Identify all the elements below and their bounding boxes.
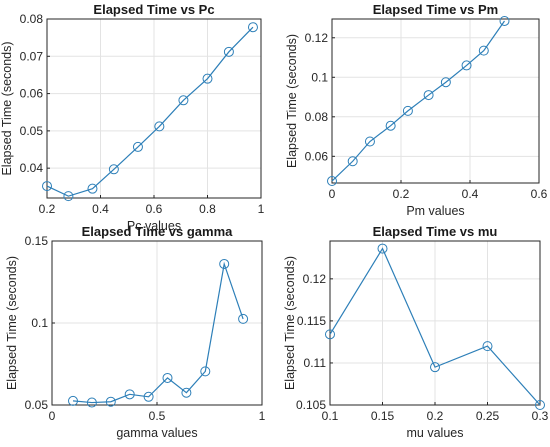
y-tick-label: 0.07 [20, 49, 44, 63]
data-point [200, 366, 211, 377]
series-line [46, 26, 254, 197]
x-tick-label: 0.4 [462, 187, 479, 201]
y-tick-label: 0.05 [25, 398, 49, 412]
y-tick-label: 0.06 [20, 87, 44, 101]
data-point [482, 341, 493, 352]
x-tick-label: 1 [258, 202, 265, 216]
chart-title: Elapsed Time vs mu [373, 224, 498, 239]
data-point [143, 391, 154, 402]
data-point [247, 22, 258, 33]
data-point [402, 105, 413, 116]
data-point [124, 389, 135, 400]
x-axis-label: mu values [407, 426, 464, 440]
y-tick-label: 0.1 [311, 70, 328, 84]
data-point [327, 176, 337, 187]
chart-title: Elapsed Time vs Pc [93, 2, 214, 17]
x-tick-label: 0.8 [199, 202, 216, 216]
x-axis-label: gamma values [116, 426, 197, 440]
x-axis-label: Pm values [406, 204, 464, 218]
x-tick-label: 0.5 [149, 409, 166, 423]
data-point [325, 329, 335, 340]
plot-area [332, 19, 539, 183]
y-axis-label: Elapsed Time (seconds) [285, 34, 299, 168]
data-point [423, 90, 434, 101]
x-tick-label: 0.6 [531, 187, 548, 201]
y-axis-label: Elapsed Time (seconds) [0, 41, 14, 175]
x-tick-label: 0.1 [322, 409, 339, 423]
data-point [430, 362, 440, 373]
data-point [364, 136, 375, 147]
x-axis-label: Pc values [127, 219, 181, 233]
data-point [132, 141, 143, 152]
x-tick-label: 0 [329, 187, 336, 201]
y-tick-label: 0.08 [305, 110, 329, 124]
chart-title: Elapsed Time vs Pm [373, 2, 499, 17]
data-point [238, 313, 249, 324]
data-point [87, 183, 98, 194]
data-point [377, 243, 388, 254]
data-point [154, 121, 165, 132]
data-point [68, 395, 78, 406]
y-tick-label: 0.105 [296, 398, 326, 412]
x-tick-label: 0.2 [39, 202, 56, 216]
data-point [535, 400, 545, 410]
series-line [329, 247, 541, 406]
x-tick-label: 0.6 [146, 202, 163, 216]
subplot-3: 0 0.5 1 0.05 0.1 0.15 Elapsed Time vs gamma gam… [5, 224, 266, 440]
data-point [223, 46, 234, 57]
y-tick-label: 0.1 [31, 316, 48, 330]
y-tick-label: 0.08 [20, 12, 44, 26]
data-point [181, 387, 192, 398]
subplot-2: 0 0.2 0.4 0.6 0.06 0.08 0.1 0.12 Elapsed Time vs… [285, 2, 548, 218]
y-tick-label: 0.06 [305, 149, 329, 163]
data-point [178, 95, 189, 106]
x-tick-label: 0.2 [393, 187, 410, 201]
data-point [347, 156, 358, 167]
subplot-1: 0.2 0.4 0.6 0.8 1 0.04 0.05 0.06 0.07 0.08 Elapsed… [0, 2, 265, 233]
y-tick-label: 0.11 [304, 356, 327, 370]
data-point [440, 77, 451, 88]
chart-title: Elapsed Time vs gamma [82, 224, 234, 239]
data-point [499, 15, 510, 26]
x-tick-label: 1 [259, 409, 266, 423]
y-tick-label: 0.12 [305, 31, 329, 45]
x-tick-label: 0.2 [427, 409, 444, 423]
y-axis-label: Elapsed Time (seconds) [5, 256, 19, 390]
data-point [385, 120, 396, 131]
x-tick-label: 0.15 [371, 409, 395, 423]
y-tick-label: 0.05 [20, 124, 44, 138]
data-point [86, 397, 97, 408]
data-point [478, 45, 489, 56]
axes-frame [331, 18, 540, 184]
y-axis-label: Elapsed Time (seconds) [283, 256, 297, 390]
data-point [219, 258, 230, 269]
data-point [202, 73, 213, 84]
subplot-4: 0.1 0.15 0.2 0.25 0.3 0.105 0.11 0.115 0.12 Elaps… [283, 224, 549, 440]
x-tick-label: 0 [49, 409, 56, 423]
data-point [63, 191, 74, 202]
y-tick-label: 0.115 [297, 314, 326, 328]
x-tick-label: 0.4 [92, 202, 109, 216]
data-point [461, 60, 472, 71]
series-line [72, 261, 244, 404]
data-point [108, 164, 119, 175]
data-point [162, 372, 173, 383]
y-tick-label: 0.15 [25, 234, 49, 248]
data-point [105, 396, 116, 407]
y-tick-label: 0.04 [20, 161, 44, 175]
x-tick-label: 0.3 [532, 409, 549, 423]
series-line [331, 20, 505, 182]
data-point [42, 181, 52, 192]
x-tick-label: 0.25 [476, 409, 500, 423]
y-tick-label: 0.12 [303, 272, 327, 286]
